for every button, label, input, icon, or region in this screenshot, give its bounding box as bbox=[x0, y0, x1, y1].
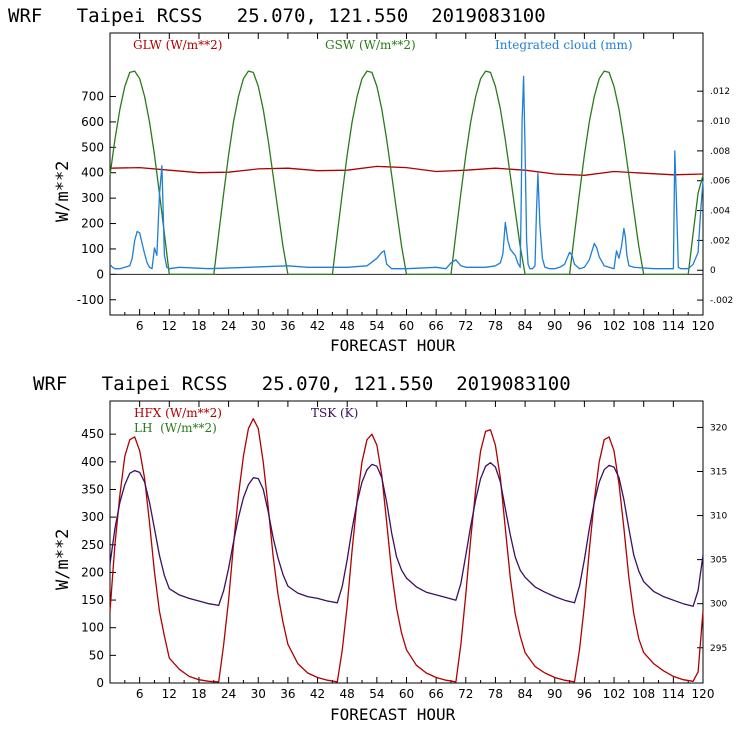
chart1-xtick-label: 18 bbox=[191, 319, 206, 333]
chart1-ytick-label: 200 bbox=[81, 217, 104, 231]
chart1-ytick-label: 400 bbox=[81, 166, 104, 180]
chart1-y2tick-label: 0 bbox=[710, 266, 716, 276]
chart2-legend-hfx: HFX (W/m**2) bbox=[134, 406, 222, 420]
chart2-xtick-label: 42 bbox=[310, 687, 325, 701]
chart2-xtick-label: 60 bbox=[399, 687, 414, 701]
chart1-xtick-label: 108 bbox=[632, 319, 655, 333]
chart2-xtick-label: 96 bbox=[577, 687, 592, 701]
chart2-ylabel: W/m**2 bbox=[53, 529, 73, 590]
chart2-y2tick-label: 315 bbox=[710, 468, 727, 478]
chart1-xtick-label: 30 bbox=[251, 319, 266, 333]
chart2-y2tick-label: 300 bbox=[710, 600, 727, 610]
chart2-xtick-label: 102 bbox=[603, 687, 626, 701]
chart1-legend-cloud: Integrated cloud (mm) bbox=[495, 38, 633, 52]
chart1-xtick-label: 120 bbox=[692, 319, 715, 333]
chart1-xtick-label: 66 bbox=[429, 319, 444, 333]
chart2-plot: 6 12 18 24 30 36 42 48 54 60 66 72 78 84 90 96 102 108 114… bbox=[81, 400, 727, 701]
chart2-ytick-label: 350 bbox=[81, 482, 104, 496]
chart2-ytick-label: 200 bbox=[81, 565, 104, 579]
chart1-legend-gsw: GSW (W/m**2) bbox=[325, 38, 416, 52]
chart2-xtick-label: 114 bbox=[662, 687, 685, 701]
chart2-xtick-label: 30 bbox=[251, 687, 266, 701]
chart1-xtick-label: 84 bbox=[517, 319, 532, 333]
chart1-xtick-label: 60 bbox=[399, 319, 414, 333]
chart1-y2tick-label: .008 bbox=[710, 147, 730, 157]
chart1-ytick-label: -100 bbox=[77, 293, 104, 307]
chart1-series-integrated-cloud bbox=[109, 75, 704, 270]
chart2-xtick-label: 12 bbox=[162, 687, 177, 701]
chart2-xtick-label: 36 bbox=[280, 687, 295, 701]
chart1-xtick-label: 6 bbox=[136, 319, 144, 333]
chart2-xtick-label: 66 bbox=[429, 687, 444, 701]
chart1-xtick-label: 96 bbox=[577, 319, 592, 333]
chart1-xtick-label: 36 bbox=[280, 319, 295, 333]
chart1-y2tick-label: .010 bbox=[710, 117, 730, 127]
chart2-ytick-label: 100 bbox=[81, 621, 104, 635]
chart1-ytick-label: 600 bbox=[81, 115, 104, 129]
chart1-xtick-label: 42 bbox=[310, 319, 325, 333]
chart1-y2tick-label: .006 bbox=[710, 177, 730, 187]
chart1-xtick-label: 72 bbox=[458, 319, 473, 333]
chart1-ytick-label: 300 bbox=[81, 191, 104, 205]
chart1-series-glw bbox=[109, 165, 704, 176]
chart2-y2tick-label: 305 bbox=[710, 556, 727, 566]
chart2-ytick-label: 450 bbox=[81, 427, 104, 441]
chart2-ytick-label: 0 bbox=[96, 676, 104, 690]
chart1-xtick-label: 78 bbox=[488, 319, 503, 333]
chart2-xtick-label: 78 bbox=[488, 687, 503, 701]
chart1-series-gsw bbox=[109, 70, 704, 276]
chart2-series-tsk bbox=[109, 462, 704, 607]
chart1-xtick-label: 114 bbox=[662, 319, 685, 333]
chart1-header: WRF Taipei RCSS 25.070, 121.550 20190831… bbox=[8, 5, 546, 27]
chart1-xtick-label: 48 bbox=[340, 319, 355, 333]
chart2-xlabel: FORECAST HOUR bbox=[330, 705, 456, 724]
chart2-ytick-label: 250 bbox=[81, 538, 104, 552]
chart1-ytick-label: 700 bbox=[81, 90, 104, 104]
chart2-xtick-label: 120 bbox=[692, 687, 715, 701]
chart2-ytick-label: 400 bbox=[81, 455, 104, 469]
chart1-ytick-label: 100 bbox=[81, 242, 104, 256]
chart2-y2tick-label: 295 bbox=[710, 644, 727, 654]
chart1-xtick-label: 90 bbox=[547, 319, 562, 333]
chart2-xtick-label: 18 bbox=[191, 687, 206, 701]
chart1-y2tick-label: .002 bbox=[710, 236, 730, 246]
chart2-frame bbox=[109, 400, 704, 684]
chart2-xtick-label: 54 bbox=[369, 687, 384, 701]
chart2-ytick-label: 300 bbox=[81, 510, 104, 524]
chart2-header: WRF Taipei RCSS 25.070, 121.550 20190831… bbox=[33, 373, 571, 395]
chart1-ylabel: W/m**2 bbox=[53, 161, 73, 222]
chart2-xtick-label: 84 bbox=[517, 687, 532, 701]
chart2-legend-tsk: TSK (K) bbox=[311, 406, 358, 420]
chart2-ytick-label: 50 bbox=[89, 648, 104, 662]
chart1-xlabel: FORECAST HOUR bbox=[330, 336, 456, 355]
chart2-y2tick-label: 320 bbox=[710, 423, 727, 433]
chart2-legend-lh: LH (W/m**2) bbox=[134, 421, 217, 435]
chart1-y2tick-label: -.002 bbox=[710, 296, 733, 306]
chart1-legend-glw: GLW (W/m**2) bbox=[133, 38, 222, 52]
chart1-y2tick-label: .012 bbox=[710, 87, 730, 97]
chart1-plot: 6 12 18 24 30 36 42 48 54 60 66 72 78 84 90 96 102 108 114… bbox=[77, 32, 733, 333]
chart2-ytick-label: 150 bbox=[81, 593, 104, 607]
chart2-xtick-label: 72 bbox=[458, 687, 473, 701]
chart2-series-hfx bbox=[109, 418, 704, 683]
chart1-y2tick-label: .004 bbox=[710, 207, 730, 217]
chart2-xtick-label: 90 bbox=[547, 687, 562, 701]
chart1-ytick-label: 500 bbox=[81, 140, 104, 154]
chart2-xtick-label: 108 bbox=[632, 687, 655, 701]
chart2-xtick-label: 24 bbox=[221, 687, 236, 701]
chart1-xtick-label: 24 bbox=[221, 319, 236, 333]
chart2-xtick-label: 6 bbox=[136, 687, 144, 701]
chart1-ytick-label: 0 bbox=[96, 267, 104, 281]
chart1-xtick-label: 102 bbox=[603, 319, 626, 333]
chart1-xtick-label: 54 bbox=[369, 319, 384, 333]
chart2-y2tick-label: 310 bbox=[710, 512, 727, 522]
chart2-xtick-label: 48 bbox=[340, 687, 355, 701]
chart1-xtick-label: 12 bbox=[162, 319, 177, 333]
